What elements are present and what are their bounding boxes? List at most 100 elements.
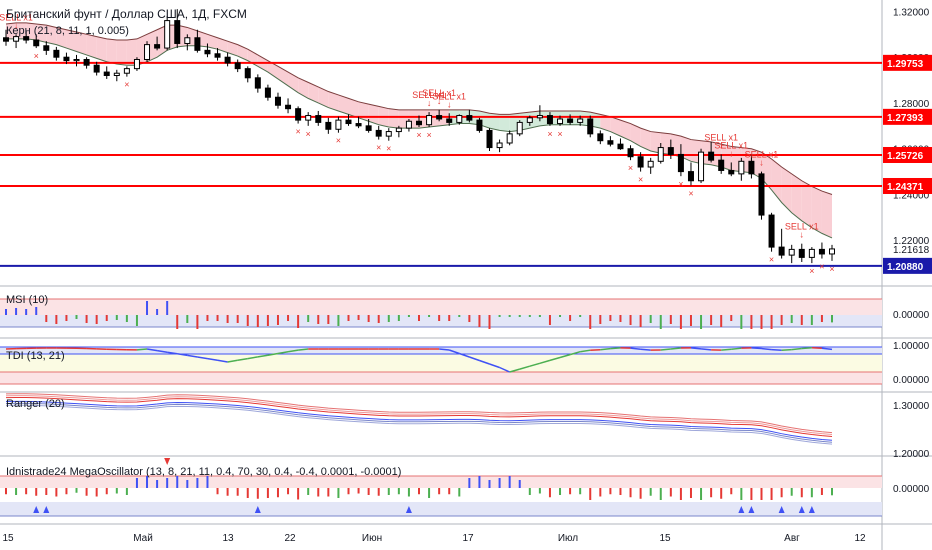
tdi-line (156, 349, 168, 353)
sell-label: SELL x1 (422, 88, 456, 98)
mega-up-arrow (405, 506, 412, 513)
candle-body (416, 120, 422, 126)
time-axis[interactable]: 15 Май 13 22 Июн 17 Июл 15 Авг 12 (2, 533, 866, 544)
sell-arrow: ↓ (719, 140, 724, 150)
sell-x-marker: × (829, 264, 834, 274)
pane-label-megaoscillator: Idnistrade24 MegaOscillator (13, 8, 21, … (6, 466, 402, 478)
candle-body (436, 115, 443, 120)
mega-upper-zone (0, 476, 882, 488)
last-price-label: 1.21618 (893, 245, 930, 256)
candle-body (315, 115, 322, 123)
indicator-panes: 0.00000 1.00000 0.00000 1.30000 1.20000 0.000… (0, 298, 930, 517)
tdi-line (267, 352, 279, 356)
tdi-line (761, 347, 772, 351)
time-tick-label: Май (133, 533, 153, 544)
msi-upper-zone (0, 299, 882, 315)
tdi-line (136, 348, 148, 351)
band-segment (489, 113, 500, 131)
sell-label: SELL x1 (714, 140, 748, 150)
candle-body (144, 44, 151, 60)
band-segment (86, 34, 97, 59)
band-segment (36, 24, 47, 43)
sell-label: SELL x1 (785, 222, 819, 232)
sell-x-marker: × (678, 179, 683, 189)
time-tick-label: 22 (284, 533, 296, 544)
tdi-line (146, 348, 158, 352)
tdi-line (670, 347, 681, 350)
band-segment (620, 120, 631, 141)
candle-body (768, 214, 775, 248)
candle-body (73, 58, 80, 62)
sell-x-marker: × (376, 143, 381, 153)
candle-body (446, 118, 453, 123)
candle-body (496, 142, 503, 149)
band-segment (227, 41, 238, 57)
candlesticks (3, 9, 835, 264)
candle-body (546, 115, 553, 125)
time-tick-label: 13 (222, 533, 234, 544)
tdi-line (439, 348, 450, 351)
tdi-line (469, 356, 480, 362)
band-segment (811, 186, 822, 234)
sell-x-marker: × (688, 188, 693, 198)
tdi-line (640, 348, 651, 351)
candle-body (738, 160, 745, 175)
band-segment (771, 159, 782, 203)
band-segment (338, 94, 349, 115)
kern-band (5, 22, 833, 239)
pane-axis-label: 0.00000 (893, 375, 930, 386)
signal-markers: ××× ××× ×× × × ××× ×××× × ×SELL x1↓SELL x1↓SELL … (0, 12, 835, 276)
tdi-line (529, 362, 541, 367)
candle-body (43, 45, 50, 51)
sell-x-marker: × (386, 144, 391, 154)
price-tag-label: 1.20880 (887, 262, 924, 273)
tdi-line (177, 353, 188, 357)
band-segment (106, 38, 117, 65)
tdi-line (821, 347, 833, 351)
band-segment (801, 180, 812, 228)
sell-arrow: ↓ (800, 230, 805, 240)
time-tick-label: Июн (362, 533, 382, 544)
candle-body (798, 248, 805, 258)
candle-body (53, 49, 60, 58)
candle-body (426, 115, 433, 126)
tdi-line (801, 347, 812, 350)
tdi-line (167, 351, 178, 355)
time-tick-label: 15 (2, 533, 14, 544)
band-segment (308, 82, 319, 103)
candle-body (778, 246, 785, 256)
ranger-line (5, 400, 833, 441)
tdi-line (610, 347, 621, 350)
tdi-line (207, 357, 218, 361)
tdi-line (690, 347, 702, 350)
price-axis[interactable]: 1.320001.300001.280001.260001.240001.220… (883, 7, 932, 274)
tdi-line (630, 347, 641, 350)
tdi-line (489, 363, 500, 369)
tdi-lower-zone (0, 372, 882, 384)
sell-label: SELL x1 (432, 91, 466, 101)
band-segment (6, 22, 17, 39)
tdi-line (247, 356, 258, 360)
tdi-line (519, 365, 531, 370)
mega-up-arrow (43, 506, 50, 513)
mega-up-arrow (798, 506, 805, 513)
candle-body (466, 115, 473, 121)
candle-body (818, 248, 825, 255)
candle-body (748, 160, 755, 175)
tdi-line (731, 347, 742, 351)
ranger-line (5, 397, 833, 437)
time-tick-label: Авг (784, 533, 800, 544)
tdi-line (257, 354, 269, 358)
candle-body (63, 56, 70, 62)
candle-body (103, 71, 110, 77)
candle-body (829, 248, 835, 255)
time-tick-label: 17 (462, 533, 474, 544)
time-tick-label: 15 (659, 533, 671, 544)
sell-x-marker: × (306, 129, 311, 139)
mega-up-arrow (748, 506, 755, 513)
tdi-line (459, 352, 470, 358)
time-tick-label: 12 (854, 533, 866, 544)
candle-body (274, 96, 281, 106)
mega-down-arrow (164, 458, 171, 465)
